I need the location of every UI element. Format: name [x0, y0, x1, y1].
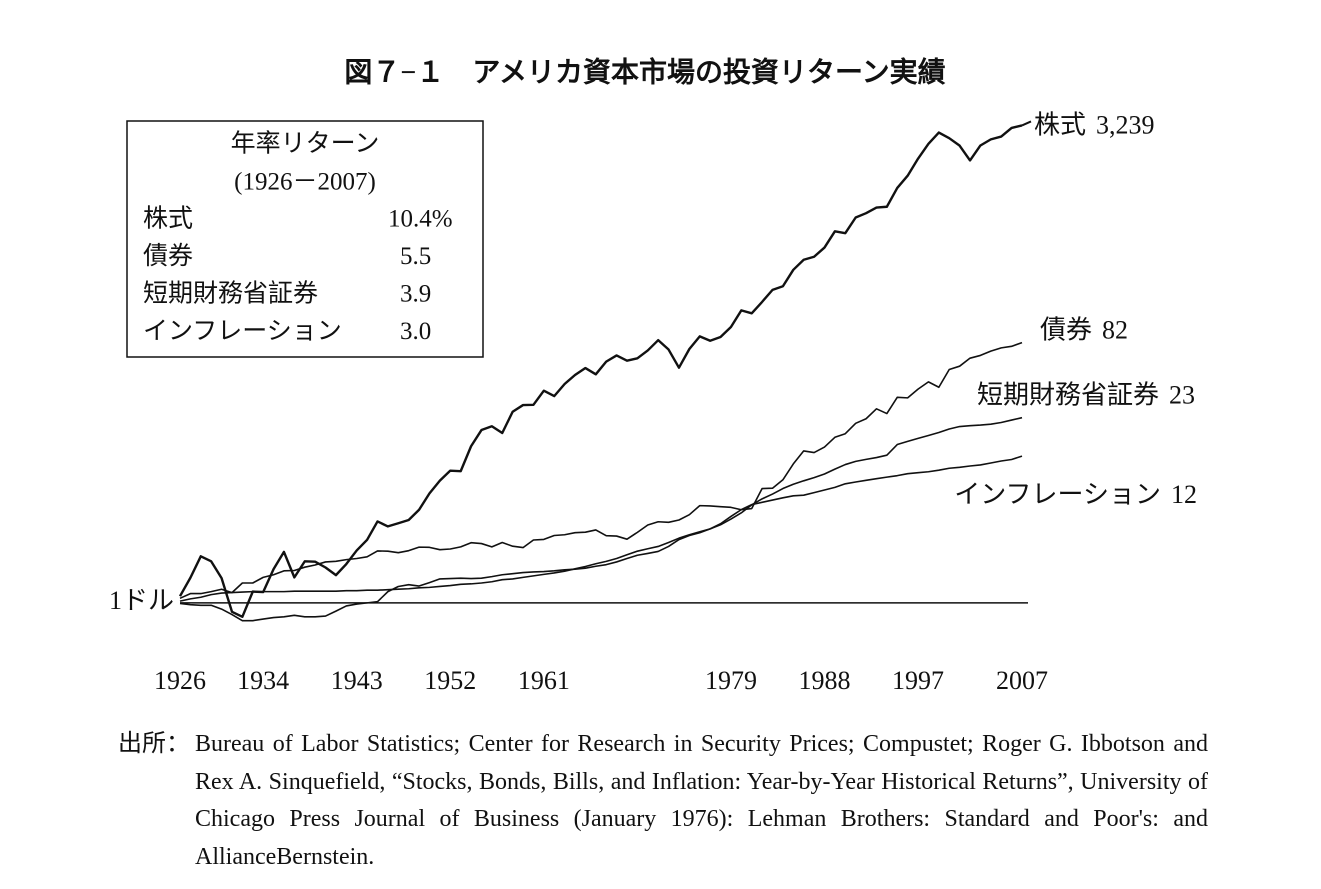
series-line — [178, 124, 1023, 618]
return-name: 株式 — [143, 205, 193, 233]
x-tick-label: 2007 — [996, 666, 1048, 695]
end-label: インフレーション 12 — [954, 480, 1197, 509]
returns-period: (1926－2007) — [234, 169, 376, 196]
series-name: 債券 — [1040, 316, 1092, 345]
x-tick-label: 1926 — [154, 666, 206, 695]
leader — [1021, 120, 1032, 127]
end-label: 短期財務省証券 23 — [977, 381, 1195, 410]
source: 出所： Bureau of Labor Statistics; Center f… — [118, 726, 1208, 876]
return-value: 10.4% — [388, 206, 453, 233]
end-value: 12 — [1171, 480, 1197, 509]
return-name: 短期財務省証券 — [143, 280, 318, 308]
end-label: 株式 3,239 — [1034, 110, 1155, 139]
x-tick-label: 1952 — [424, 666, 476, 695]
series-name: 株式 — [1034, 110, 1086, 139]
x-tick-label: 1997 — [892, 666, 944, 695]
return-name: インフレーション — [143, 318, 342, 345]
x-tick-label: 1988 — [798, 666, 850, 695]
chart-title: 図７−１ アメリカ資本市場の投資リターン実績 — [344, 55, 945, 88]
series-line — [179, 341, 1023, 600]
series-line — [179, 455, 1023, 622]
source-label: 出所： — [118, 731, 190, 757]
returns-box — [126, 120, 484, 358]
return-name: 債券 — [143, 242, 193, 270]
x-tick-label: 1979 — [705, 666, 757, 695]
x-tick-label: 1934 — [237, 666, 289, 695]
end-value: 82 — [1102, 316, 1128, 345]
x-tick-label: 1961 — [518, 666, 570, 695]
return-value: 3.9 — [400, 281, 431, 308]
source-text: Bureau of Labor Statistics; Center for R… — [195, 731, 1208, 870]
end-value: 3,239 — [1096, 110, 1155, 139]
return-value: 3.0 — [400, 318, 431, 345]
series-name: 短期財務省証券 — [977, 381, 1159, 410]
return-value: 5.5 — [400, 243, 431, 270]
y-tick-label: 1ドル — [109, 586, 174, 615]
chart: 図７−１ アメリカ資本市場の投資リターン実績 年率リターン (1926－2007… — [109, 55, 1197, 695]
returns-title: 年率リターン — [231, 130, 380, 158]
series-name: インフレーション — [954, 480, 1161, 509]
end-value: 23 — [1169, 381, 1195, 410]
end-label: 債券 82 — [1040, 316, 1128, 345]
series-line — [179, 416, 1023, 602]
x-tick-label: 1943 — [331, 666, 383, 695]
